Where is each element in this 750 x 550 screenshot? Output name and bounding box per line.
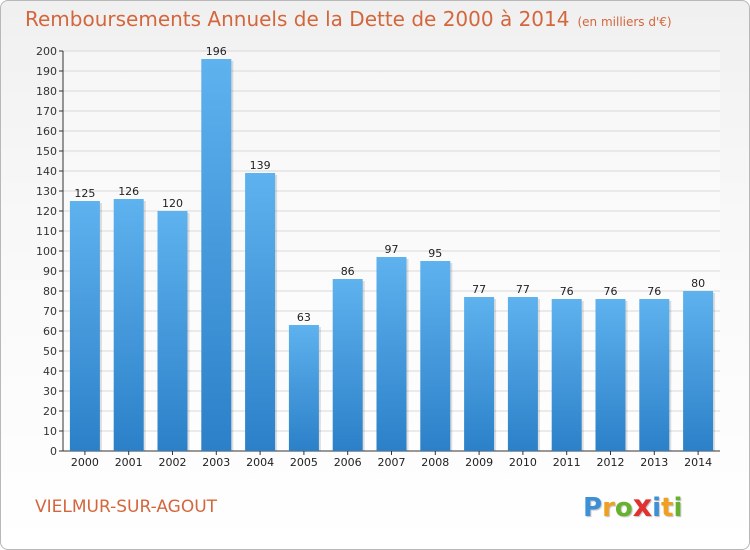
y-tick-label: 70	[43, 305, 57, 318]
bar	[69, 201, 100, 451]
data-label: 76	[560, 285, 574, 298]
y-tick-label: 60	[43, 325, 57, 338]
y-tick-label: 0	[50, 445, 57, 458]
place-name: VIELMUR-SUR-AGOUT	[35, 497, 218, 517]
logo-letter: t	[661, 493, 674, 523]
bar	[464, 297, 495, 451]
logo-letter: x	[632, 489, 653, 524]
x-tick-label: 2004	[246, 456, 274, 469]
x-tick-label: 2000	[71, 456, 99, 469]
y-tick-label: 100	[36, 245, 57, 258]
data-label: 80	[691, 277, 705, 290]
x-tick-label: 2008	[421, 456, 449, 469]
x-tick-label: 2009	[465, 456, 493, 469]
x-tick-label: 2003	[202, 456, 230, 469]
data-label: 63	[297, 311, 311, 324]
y-tick-label: 190	[36, 65, 57, 78]
x-tick-label: 2011	[553, 456, 581, 469]
x-tick-label: 2014	[684, 456, 712, 469]
data-label: 86	[341, 265, 355, 278]
bar	[639, 299, 670, 451]
bar	[507, 297, 538, 451]
x-tick-label: 2012	[597, 456, 625, 469]
logo-letter: P	[583, 493, 603, 523]
y-tick-label: 20	[43, 405, 57, 418]
y-tick-label: 180	[36, 85, 57, 98]
bar	[376, 257, 407, 451]
y-tick-label: 130	[36, 185, 57, 198]
y-tick-label: 160	[36, 125, 57, 138]
data-label: 139	[250, 159, 271, 172]
bar	[245, 173, 276, 451]
logo-letter: o	[614, 493, 633, 523]
y-tick-label: 110	[36, 225, 57, 238]
y-tick-label: 40	[43, 365, 57, 378]
data-label: 77	[472, 283, 486, 296]
proxiti-logo: Proxiti	[583, 489, 682, 524]
y-tick-label: 10	[43, 425, 57, 438]
bar	[595, 299, 626, 451]
y-tick-label: 150	[36, 145, 57, 158]
logo-letter: i	[652, 493, 662, 523]
chart-title: Remboursements Annuels de la Dette de 20…	[25, 7, 672, 31]
data-label: 77	[516, 283, 530, 296]
y-tick-label: 140	[36, 165, 57, 178]
y-tick-label: 50	[43, 345, 57, 358]
x-tick-label: 2010	[509, 456, 537, 469]
bar	[288, 325, 319, 451]
x-tick-label: 2007	[378, 456, 406, 469]
x-tick-label: 2001	[115, 456, 143, 469]
bar	[157, 211, 188, 451]
x-tick-label: 2006	[334, 456, 362, 469]
y-tick-label: 120	[36, 205, 57, 218]
y-tick-label: 200	[36, 45, 57, 58]
data-label: 196	[206, 45, 227, 58]
data-label: 76	[604, 285, 618, 298]
bar	[683, 291, 714, 451]
y-tick-label: 170	[36, 105, 57, 118]
data-label: 76	[647, 285, 661, 298]
unit-note: (en milliers d'€)	[577, 15, 672, 29]
x-tick-label: 2002	[159, 456, 187, 469]
logo-letter: i	[673, 493, 683, 523]
data-label: 125	[74, 187, 95, 200]
y-tick-label: 90	[43, 265, 57, 278]
bar	[113, 199, 144, 451]
chart-title-text: Remboursements Annuels de la Dette de 20…	[25, 7, 570, 31]
y-tick-label: 80	[43, 285, 57, 298]
logo-letter: r	[602, 493, 615, 523]
bar	[201, 59, 232, 451]
x-tick-label: 2013	[640, 456, 668, 469]
x-tick-label: 2005	[290, 456, 318, 469]
data-label: 95	[428, 247, 442, 260]
bar	[551, 299, 582, 451]
data-label: 126	[118, 185, 139, 198]
data-label: 120	[162, 197, 183, 210]
bar	[332, 279, 363, 451]
bar	[420, 261, 451, 451]
y-tick-label: 30	[43, 385, 57, 398]
data-label: 97	[385, 243, 399, 256]
